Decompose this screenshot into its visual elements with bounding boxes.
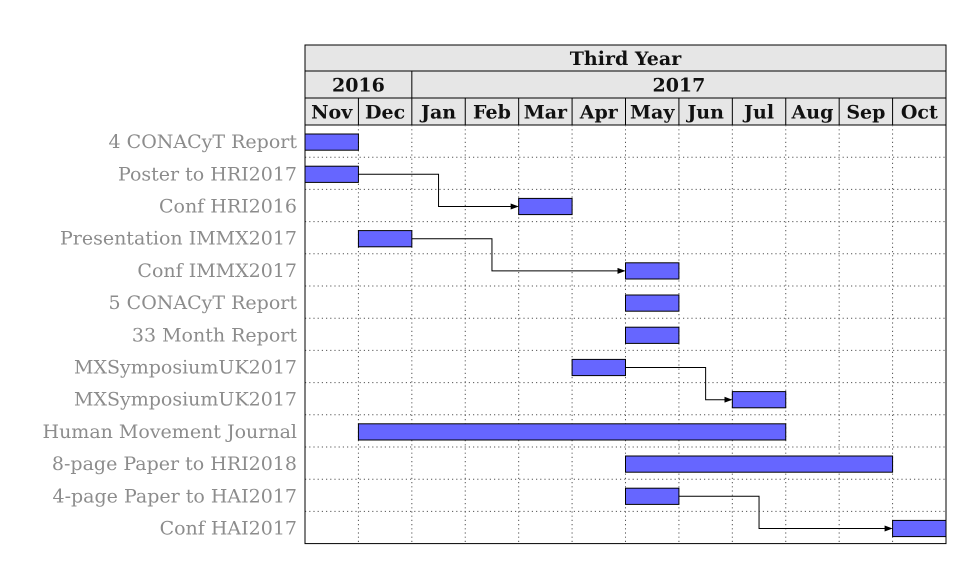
task-label: MXSymposiumUK2017 [74, 357, 297, 379]
task-label: 5 CONACyT Report [109, 292, 298, 314]
task-label: Conf HRI2016 [159, 196, 297, 218]
task-bar [304, 165, 359, 183]
month-label-aug: Aug [791, 102, 834, 124]
dependency-arrow [625, 367, 733, 403]
chart-title: Third Year [570, 48, 682, 70]
month-label-oct: Oct [901, 102, 938, 124]
dependency-arrow [411, 238, 626, 274]
year-label-2016: 2016 [332, 75, 385, 97]
task-bar [357, 230, 413, 248]
dependency-arrow [678, 495, 893, 532]
month-label-feb: Feb [473, 102, 511, 124]
task-label: Presentation IMMX2017 [60, 228, 297, 250]
month-label-dec: Dec [365, 102, 405, 124]
task-label: Conf HAI2017 [160, 518, 297, 540]
month-label-sep: Sep [846, 102, 885, 124]
task-bar [625, 262, 680, 280]
task-bar [625, 487, 680, 505]
task-label: Poster to HRI2017 [118, 163, 297, 185]
task-bar [357, 423, 787, 441]
month-label-mar: Mar [524, 102, 568, 124]
task-bar [625, 455, 894, 473]
month-label-nov: Nov [311, 102, 353, 124]
task-label: 4-page Paper to HAI2017 [53, 485, 298, 507]
dependency-arrow [358, 173, 519, 210]
month-label-apr: Apr [579, 102, 619, 124]
month-label-jun: Jun [685, 102, 724, 124]
task-bar [304, 133, 359, 151]
task-label: Conf IMMX2017 [137, 260, 297, 282]
task-bar [571, 358, 626, 377]
year-label-2017: 2017 [652, 75, 705, 97]
task-bar [625, 294, 680, 312]
task-bar [518, 197, 573, 216]
task-label: MXSymposiumUK2017 [74, 389, 297, 411]
task-bar [892, 519, 947, 538]
task-label: 4 CONACyT Report [109, 131, 298, 153]
task-bar [625, 326, 680, 344]
task-label: 8-page Paper to HRI2018 [52, 453, 297, 475]
task-bar [731, 391, 787, 409]
month-label-may: May [630, 102, 675, 124]
task-label: Human Movement Journal [43, 421, 298, 443]
chart-frame [304, 44, 947, 545]
task-label: 33 Month Report [132, 324, 297, 346]
month-label-jan: Jan [419, 102, 456, 124]
month-label-jul: Jul [742, 102, 774, 124]
